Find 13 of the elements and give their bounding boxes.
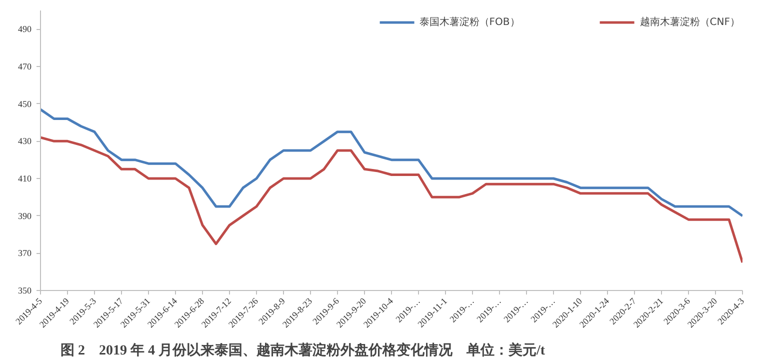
y-tick-label: 470	[18, 62, 32, 72]
y-tick-label: 450	[18, 98, 32, 109]
legend-label: 越南木薯淀粉（CNF）	[640, 16, 740, 29]
line-series	[40, 108, 742, 218]
y-tick-label: 390	[18, 210, 32, 221]
text: 图 2 2019 年 4 月份以来泰国、越南木薯淀粉外盘价格变化情况 单位：美元/t	[60, 342, 546, 358]
line-series	[40, 136, 742, 264]
y-tick-label: 410	[18, 174, 32, 184]
legend-label: 泰国木薯淀粉（FOB）	[419, 16, 520, 29]
y-tick-label: 490	[18, 24, 32, 34]
y-tick-label: 370	[18, 248, 32, 258]
y-tick-label: 350	[18, 286, 32, 296]
y-tick-label: 430	[18, 136, 32, 146]
